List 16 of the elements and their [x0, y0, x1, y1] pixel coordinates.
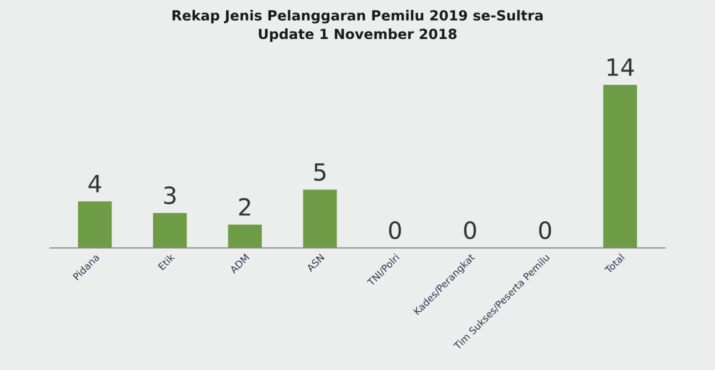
data-label: 0 — [539, 221, 552, 240]
bar — [303, 190, 337, 248]
bar — [78, 201, 112, 248]
data-label: 5 — [314, 163, 326, 181]
bar — [153, 212, 187, 248]
data-label: 4 — [88, 175, 102, 192]
data-label: 0 — [464, 221, 476, 240]
data-label: 2 — [239, 198, 250, 216]
data-label: 0 — [389, 221, 401, 240]
chart-title: Rekap Jenis Pelanggaran Pemilu 2019 se-Sultra — [172, 10, 543, 24]
chart-subtitle: Update 1 November 2018 — [258, 28, 457, 42]
data-label: 14 — [608, 58, 634, 76]
bar — [228, 224, 262, 248]
x-tick-label: Etik — [158, 252, 176, 270]
bar — [603, 84, 637, 248]
data-label: 3 — [164, 186, 176, 204]
